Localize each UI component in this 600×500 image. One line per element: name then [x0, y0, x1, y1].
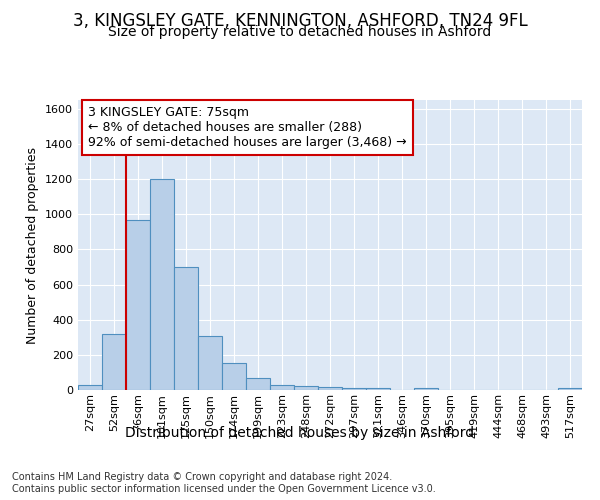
Bar [558, 388, 582, 390]
Bar [150, 179, 174, 390]
Text: 3 KINGSLEY GATE: 75sqm
← 8% of detached houses are smaller (288)
92% of semi-det: 3 KINGSLEY GATE: 75sqm ← 8% of detached … [88, 106, 407, 149]
Bar [126, 220, 150, 390]
Bar [222, 363, 246, 390]
Bar [270, 384, 294, 390]
Bar [318, 388, 342, 390]
Bar [366, 388, 390, 390]
Bar [294, 386, 318, 390]
Bar [78, 384, 102, 390]
Text: 3, KINGSLEY GATE, KENNINGTON, ASHFORD, TN24 9FL: 3, KINGSLEY GATE, KENNINGTON, ASHFORD, T… [73, 12, 527, 30]
Text: Distribution of detached houses by size in Ashford: Distribution of detached houses by size … [125, 426, 475, 440]
Bar [102, 334, 126, 390]
Bar [174, 267, 198, 390]
Bar [246, 378, 270, 390]
Text: Size of property relative to detached houses in Ashford: Size of property relative to detached ho… [109, 25, 491, 39]
Bar [342, 388, 366, 390]
Bar [414, 388, 438, 390]
Bar [198, 336, 222, 390]
Y-axis label: Number of detached properties: Number of detached properties [26, 146, 40, 344]
Text: Contains HM Land Registry data © Crown copyright and database right 2024.: Contains HM Land Registry data © Crown c… [12, 472, 392, 482]
Text: Contains public sector information licensed under the Open Government Licence v3: Contains public sector information licen… [12, 484, 436, 494]
